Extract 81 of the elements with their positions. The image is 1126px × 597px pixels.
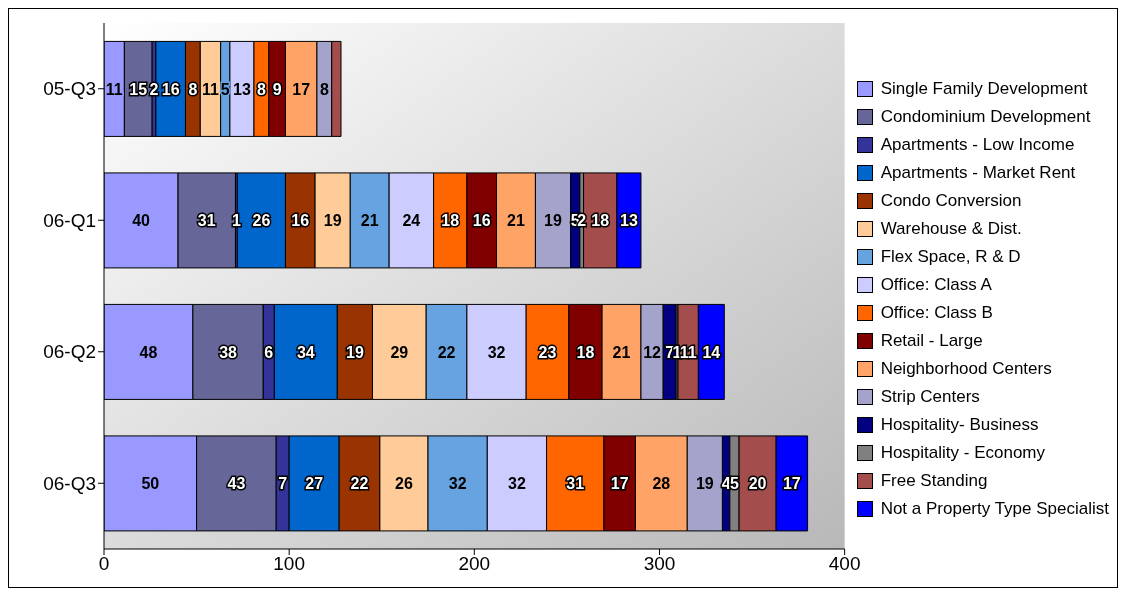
legend-label: Hospitality - Economy	[880, 443, 1046, 463]
data-label: 18	[591, 212, 610, 230]
data-label: 22	[350, 475, 369, 493]
legend-label: Office: Class B	[880, 303, 993, 323]
legend-label: Strip Centers	[880, 387, 980, 407]
data-label: 20	[748, 475, 767, 493]
legend-label: Single Family Development	[880, 79, 1088, 99]
y-tick-label: 05-Q3	[43, 78, 96, 100]
data-label: 7	[665, 343, 675, 361]
data-label: 19	[345, 343, 364, 361]
data-label: 17	[782, 475, 801, 493]
legend-label: Warehouse & Dist.	[880, 219, 1022, 239]
data-label: 32	[508, 475, 526, 493]
data-label: 7	[278, 475, 288, 493]
data-label: 31	[566, 475, 585, 493]
data-label: 12	[643, 343, 662, 361]
data-label: 16	[161, 80, 180, 98]
data-label: 13	[620, 212, 638, 230]
legend-label: Hospitality- Business	[880, 415, 1039, 435]
data-label: 17	[610, 475, 629, 493]
data-label: 15	[129, 80, 148, 98]
data-label: 8	[256, 80, 266, 98]
data-label: 21	[507, 212, 525, 230]
data-label: 4	[721, 475, 731, 493]
data-label: 43	[227, 475, 246, 493]
legend-label: Condo Conversion	[880, 191, 1022, 211]
data-label: 19	[544, 212, 563, 230]
data-label: 11	[679, 343, 697, 361]
data-label: 22	[437, 343, 456, 361]
data-label: 11	[105, 80, 123, 98]
x-tick-label: 0	[98, 553, 110, 575]
y-tick-label: 06-Q2	[43, 341, 96, 363]
data-label: 16	[472, 212, 491, 230]
data-label: 11	[202, 80, 220, 98]
data-label: 34	[296, 343, 315, 361]
legend-label: Free Standing	[880, 471, 988, 491]
data-label: 23	[538, 343, 557, 361]
legend-label: Retail - Large	[880, 331, 983, 351]
data-label: 21	[360, 212, 379, 230]
data-label: 40	[132, 212, 151, 230]
data-label: 26	[395, 475, 413, 493]
data-label: 50	[141, 475, 160, 493]
data-label: 2	[149, 80, 159, 98]
x-tick-label: 300	[643, 553, 676, 575]
legend-label: Not a Property Type Specialist	[880, 499, 1109, 519]
legend-label: Apartments - Low Income	[880, 135, 1075, 155]
data-label: 5	[220, 80, 230, 98]
legend-label: Office: Class A	[880, 275, 992, 295]
data-label: 6	[264, 343, 274, 361]
legend-label: Flex Space, R & D	[880, 247, 1021, 267]
data-label: 18	[576, 343, 595, 361]
legend-label: Neighborhood Centers	[880, 359, 1052, 379]
data-label: 8	[319, 80, 329, 98]
data-label: 26	[252, 212, 271, 230]
data-label: 48	[139, 343, 158, 361]
legend-label: Apartments - Market Rent	[880, 163, 1076, 183]
data-label: 9	[272, 80, 282, 98]
data-label: 19	[323, 212, 342, 230]
data-label: 8	[188, 80, 198, 98]
x-tick-label: 200	[458, 553, 491, 575]
data-label: 2	[577, 212, 587, 230]
data-label: 13	[233, 80, 251, 98]
data-label: 17	[292, 80, 311, 98]
data-label: 18	[441, 212, 460, 230]
x-tick-label: 100	[273, 553, 306, 575]
y-tick-label: 06-Q3	[43, 472, 96, 494]
x-tick-label: 400	[828, 553, 861, 575]
data-label: 19	[695, 475, 714, 493]
data-label: 21	[612, 343, 631, 361]
data-label: 31	[197, 212, 216, 230]
data-label: 28	[652, 475, 671, 493]
data-label: 27	[305, 475, 324, 493]
data-label: 32	[448, 475, 467, 493]
legend-label: Condominium Development	[880, 107, 1091, 127]
data-label: 14	[702, 343, 721, 361]
data-label: 24	[402, 212, 421, 230]
data-label: 38	[219, 343, 238, 361]
data-label: 32	[487, 343, 506, 361]
data-label: 29	[390, 343, 409, 361]
y-tick-label: 06-Q1	[43, 209, 96, 231]
data-label: 16	[291, 212, 310, 230]
